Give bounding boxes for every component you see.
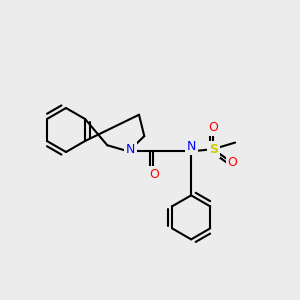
Text: S: S [208, 143, 217, 156]
Text: O: O [208, 121, 218, 134]
Text: N: N [126, 143, 135, 156]
Text: O: O [228, 156, 238, 169]
Text: O: O [149, 168, 159, 181]
Text: N: N [187, 140, 196, 153]
